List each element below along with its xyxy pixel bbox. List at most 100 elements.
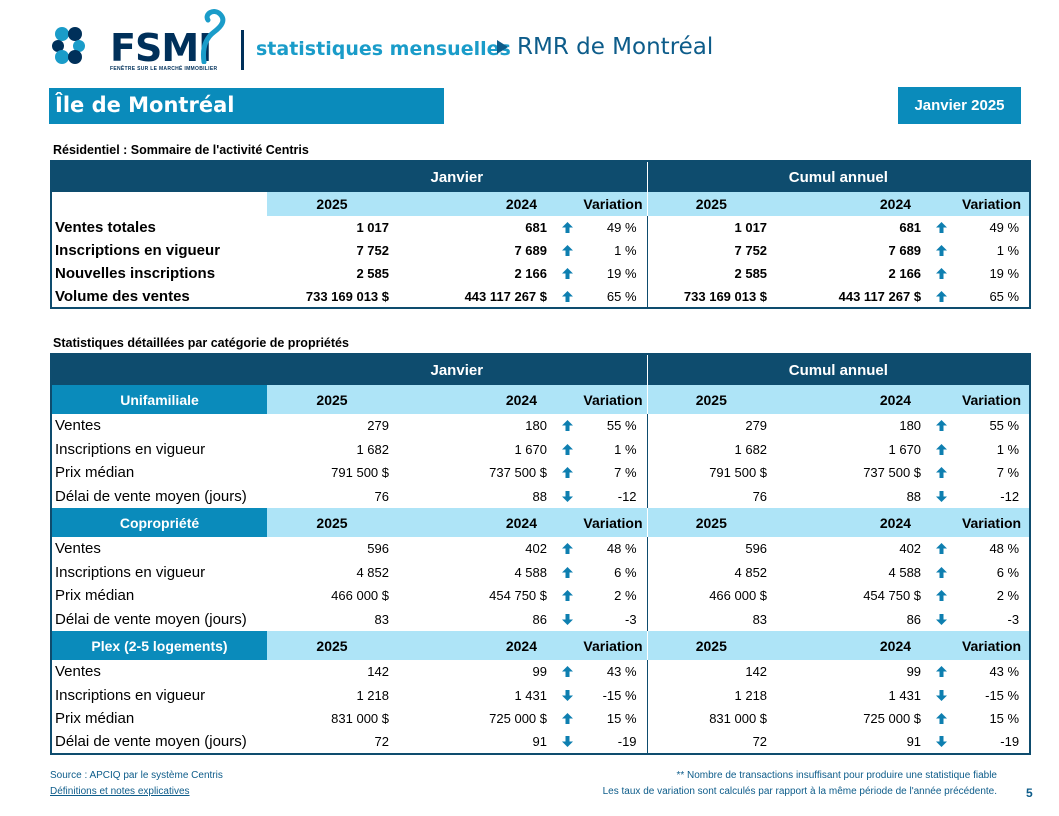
arrow-up-icon <box>562 290 573 302</box>
arrow-up-icon <box>935 268 947 280</box>
category-header: Copropriété <box>51 508 267 537</box>
variation-ytd: -15 % <box>985 687 1020 703</box>
table-row: Délai de vente moyen (jours) 76 88 -12 76 88 -… <box>51 484 1030 508</box>
arrow-up-icon <box>935 566 947 578</box>
col-header-variation: Variation <box>929 631 1031 660</box>
play-triangle-icon <box>497 40 508 54</box>
col-header-year: 2024 <box>775 192 930 216</box>
table-row: Nouvelles inscriptions 2 585 2 166 19 % 2 58… <box>51 262 1030 285</box>
arrow-down-icon <box>562 613 573 625</box>
header-region: RMR de Montréal <box>517 34 714 60</box>
variation-month: 65 % <box>606 288 637 304</box>
value-2025-ytd: 7 752 <box>646 239 776 262</box>
brand-logo-text: FSMI <box>110 26 212 70</box>
col-header-year: 2025 <box>267 508 397 537</box>
group-header-month: Janvier <box>267 354 648 385</box>
value-2024-ytd: 88 <box>906 488 922 504</box>
definitions-link[interactable]: Définitions et notes explicatives <box>50 786 190 797</box>
arrow-down-icon <box>562 689 573 701</box>
table-row: Volume des ventes 733 169 013 $ 443 117 26… <box>51 285 1030 308</box>
value-2025-ytd: 596 <box>646 537 776 561</box>
value-2025-ytd: 279 <box>646 414 776 438</box>
insufficient-data-note: ** Nombre de transactions insuffisant po… <box>676 770 997 781</box>
col-header-variation: Variation <box>929 192 1031 216</box>
table-row: Délai de vente moyen (jours) 83 86 -3 83 86 -3 <box>51 607 1030 631</box>
value-2025-month: 1 017 <box>356 220 389 235</box>
summary-table: Janvier Cumul annuel 2025 2024 Variation 2025… <box>50 160 1032 309</box>
row-label: Volume des ventes <box>55 287 190 305</box>
col-header-year: 2025 <box>646 385 776 414</box>
header-divider <box>241 30 244 70</box>
value-2025-ytd: 142 <box>646 660 776 684</box>
table-row: Ventes 596 402 48 % 596 402 48 % <box>51 537 1030 561</box>
value-2024-month: 443 117 267 $ <box>464 288 547 304</box>
variation-month: -19 <box>617 734 637 750</box>
arrow-up-icon <box>562 443 573 455</box>
table-row: Prix médian 791 500 $ 737 500 $ 7 % 791 500 … <box>51 461 1030 485</box>
arrow-down-icon <box>935 736 947 748</box>
variation-ytd: 49 % <box>989 220 1020 235</box>
arrow-up-icon <box>562 566 573 578</box>
arrow-up-icon <box>935 666 947 678</box>
arrow-up-icon <box>562 268 573 280</box>
variation-ytd: -12 <box>1000 488 1020 504</box>
col-header-variation: Variation <box>929 508 1031 537</box>
variation-month: 55 % <box>606 418 637 434</box>
value-2024-month: 681 <box>525 220 547 235</box>
value-2025-month: 7 752 <box>356 243 389 258</box>
row-label: Délai de vente moyen (jours) <box>55 610 247 628</box>
value-2024-ytd: 7 689 <box>888 243 922 258</box>
variation-ytd: 19 % <box>989 266 1020 281</box>
value-2024-month: 2 166 <box>514 266 547 281</box>
arrow-up-icon <box>562 590 573 602</box>
value-2024-month: 454 750 $ <box>489 588 547 604</box>
value-2025-month: 2 585 <box>356 266 389 281</box>
variation-ytd: 15 % <box>989 711 1020 727</box>
group-header-ytd: Cumul annuel <box>646 161 1031 192</box>
arrow-up-icon <box>562 543 573 555</box>
col-header-year: 2025 <box>267 631 397 660</box>
variation-ytd: -19 <box>1000 734 1020 750</box>
table-row: Délai de vente moyen (jours) 72 91 -19 72 91 -… <box>51 730 1030 754</box>
value-2025-month: 83 <box>374 611 389 627</box>
row-label: Inscriptions en vigueur <box>55 563 206 581</box>
col-header-year: 2024 <box>775 385 930 414</box>
value-2025-ytd: 1 218 <box>646 683 776 707</box>
value-2025-month: 733 169 013 $ <box>305 288 389 304</box>
variation-note: Les taux de variation sont calculés par … <box>602 786 997 797</box>
value-2025-ytd: 2 585 <box>646 262 776 285</box>
variation-ytd: -3 <box>1007 611 1020 627</box>
row-label: Inscriptions en vigueur <box>55 440 206 458</box>
col-header-year: 2024 <box>397 385 555 414</box>
table-row: Inscriptions en vigueur 7 752 7 689 1 % 7 75… <box>51 239 1030 262</box>
table-row: Prix médian 831 000 $ 725 000 $ 15 % 831 000… <box>51 707 1030 731</box>
row-label: Prix médian <box>55 587 135 605</box>
fsmi-logo-mark-icon <box>52 27 85 64</box>
value-2024-month: 4 588 <box>514 564 547 580</box>
table-row: Ventes 279 180 55 % 279 180 55 % <box>51 414 1030 438</box>
variation-ytd: 1 % <box>996 243 1020 258</box>
header-subtitle: statistiques mensuelles <box>256 38 511 60</box>
arrow-up-icon <box>562 713 573 725</box>
value-2025-month: 1 218 <box>356 687 389 703</box>
logo-swirl-icon <box>201 9 226 64</box>
value-2024-ytd: 725 000 $ <box>863 711 922 727</box>
value-2024-ytd: 86 <box>906 611 922 627</box>
arrow-up-icon <box>562 245 573 257</box>
col-header-year: 2025 <box>267 385 397 414</box>
arrow-down-icon <box>935 490 947 502</box>
value-2025-ytd: 76 <box>646 484 776 508</box>
value-2025-month: 279 <box>367 418 389 434</box>
arrow-up-icon <box>935 590 947 602</box>
arrow-up-icon <box>935 245 947 257</box>
value-2025-ytd: 1 682 <box>646 437 776 461</box>
value-2024-month: 99 <box>532 664 547 680</box>
value-2025-month: 466 000 $ <box>331 588 389 604</box>
col-header-variation: Variation <box>555 192 648 216</box>
value-2024-ytd: 681 <box>899 220 922 235</box>
variation-ytd: 43 % <box>989 664 1020 680</box>
col-header-variation: Variation <box>555 631 648 660</box>
col-header-year: 2024 <box>397 508 555 537</box>
value-2025-ytd: 733 169 013 $ <box>646 285 776 308</box>
variation-month: -12 <box>617 488 637 504</box>
